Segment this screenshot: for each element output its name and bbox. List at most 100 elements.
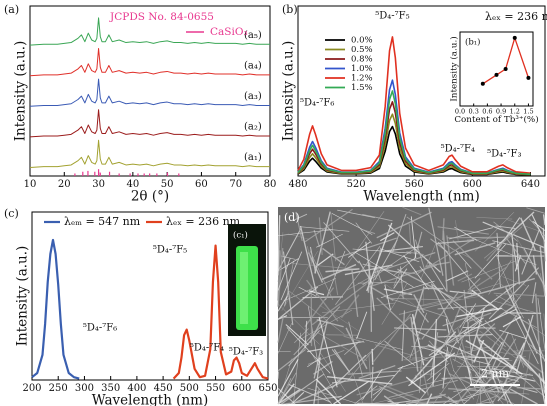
nanowire: [417, 308, 430, 323]
nanowire: [365, 241, 375, 311]
nanowire: [362, 213, 393, 222]
x-tick-label: 600: [232, 383, 251, 394]
annotation: JCPDS No. 84-0655: [109, 11, 214, 23]
x-axis-title: Wavelength (nm): [92, 393, 208, 406]
data-line: [29, 109, 270, 138]
panel-label: (c): [4, 207, 19, 220]
nanowire: [321, 263, 357, 281]
x-tick-label: 250: [49, 383, 68, 394]
nanowire: [436, 239, 475, 245]
nanowire: [420, 241, 437, 280]
annotation: ⁵D₄-⁷F₄: [190, 343, 224, 354]
legend-label: 0.0%: [351, 36, 373, 46]
x-tick-label: 1.5: [523, 108, 533, 116]
nanowire: [384, 340, 416, 367]
nanowire: [486, 234, 510, 262]
nanowire: [448, 266, 508, 306]
annotation: ⁵D₄-⁷F₆: [300, 98, 334, 109]
nanowire: [277, 215, 281, 276]
x-axis-title: Content of Tb³⁺(%): [454, 114, 538, 125]
x-tick-label: 40: [126, 179, 139, 190]
nanowire: [343, 335, 365, 343]
data-line: [29, 139, 270, 168]
nanowire: [277, 323, 293, 354]
nanowire: [492, 240, 546, 254]
nanowire: [495, 225, 516, 229]
nanowire: [356, 311, 368, 340]
legend-label: 1.0%: [351, 64, 373, 74]
nanowire: [510, 294, 524, 319]
nanowire: [496, 232, 501, 288]
nanowire: [454, 226, 478, 241]
nanowire: [299, 225, 318, 296]
x-tick-label: 600: [463, 179, 482, 190]
nanowire: [445, 318, 450, 335]
nanowire: [542, 228, 546, 254]
nanowire: [410, 216, 417, 258]
nanowire: [293, 332, 301, 405]
x-tick-label: 0.6: [482, 108, 492, 116]
nanowire: [539, 246, 546, 297]
nanowire: [461, 260, 516, 283]
nanowire: [348, 321, 363, 376]
x-tick-label: 350: [101, 383, 120, 394]
nanowire: [490, 358, 513, 362]
nanowire: [304, 320, 308, 349]
x-tick-label: 550: [206, 383, 225, 394]
series-label: (a₄): [244, 60, 262, 71]
nanowire: [493, 292, 546, 297]
annotation: ⁵D₄-⁷F₅: [153, 245, 187, 256]
nanowire: [531, 214, 546, 242]
nanowire: [447, 396, 458, 405]
x-tick-label: 10: [24, 179, 37, 190]
data-point: [526, 75, 531, 80]
nanowire: [337, 209, 375, 219]
nanowire: [277, 358, 293, 405]
nanowire: [376, 211, 432, 239]
nanowire: [412, 355, 479, 359]
nanowire: [484, 320, 532, 372]
nanowire: [372, 313, 412, 364]
x-tick-label: 1.2: [510, 108, 520, 116]
nanowire: [493, 367, 507, 400]
nanowire: [449, 290, 475, 295]
nanowire: [388, 379, 458, 399]
nanowire: [489, 331, 509, 375]
nanowire: [470, 314, 506, 348]
nanowire: [393, 267, 402, 287]
data-point: [512, 35, 517, 40]
nanowire: [497, 374, 522, 402]
nanowire: [280, 251, 303, 301]
nanowire: [509, 388, 538, 405]
nanowire: [317, 332, 368, 362]
nanowire: [426, 362, 450, 382]
nanowire: [452, 358, 489, 380]
nanowire: [304, 287, 335, 328]
nanowire: [348, 241, 371, 258]
nanowire: [526, 207, 546, 214]
panel-label: (a): [4, 3, 19, 16]
series-label: (a₂): [244, 122, 262, 133]
nanowire: [427, 344, 451, 357]
data-line: [297, 36, 531, 175]
nanowire: [280, 373, 325, 405]
nanowire: [316, 319, 344, 328]
nanowire: [318, 316, 338, 388]
nanowire: [286, 327, 331, 374]
nanowire: [277, 258, 291, 291]
nanowire: [370, 268, 416, 274]
nanowire: [294, 380, 346, 404]
nanowire: [372, 274, 416, 307]
nanowire: [463, 308, 517, 335]
nanowire: [505, 287, 538, 354]
nanowire: [405, 393, 446, 405]
nanowire: [537, 298, 546, 350]
x-tick-label: 450: [154, 383, 173, 394]
nanowire: [437, 226, 489, 235]
panel-label: (b): [282, 3, 298, 16]
nanowire: [277, 250, 281, 301]
nanowire: [528, 218, 546, 237]
series-label: (a₅): [244, 30, 262, 41]
nanowire: [542, 214, 546, 226]
